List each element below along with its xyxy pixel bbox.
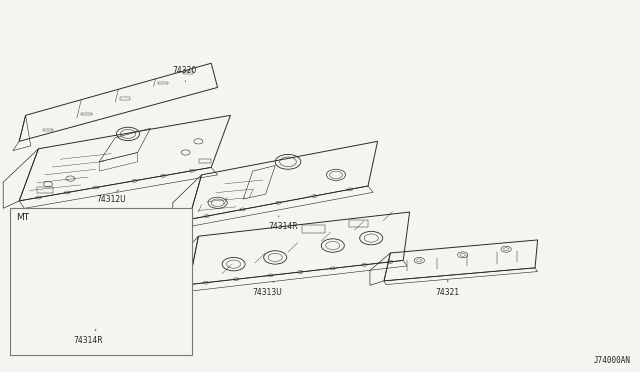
Text: 74314R: 74314R (74, 329, 103, 345)
Text: 74320: 74320 (173, 66, 197, 82)
Text: 74321: 74321 (435, 280, 460, 296)
Text: MT: MT (16, 213, 29, 222)
FancyBboxPatch shape (10, 208, 192, 355)
Text: 74314R: 74314R (269, 216, 298, 231)
Text: J74000AN: J74000AN (593, 356, 630, 365)
Text: 74312U: 74312U (96, 190, 125, 203)
Text: 74313U: 74313U (253, 281, 282, 296)
